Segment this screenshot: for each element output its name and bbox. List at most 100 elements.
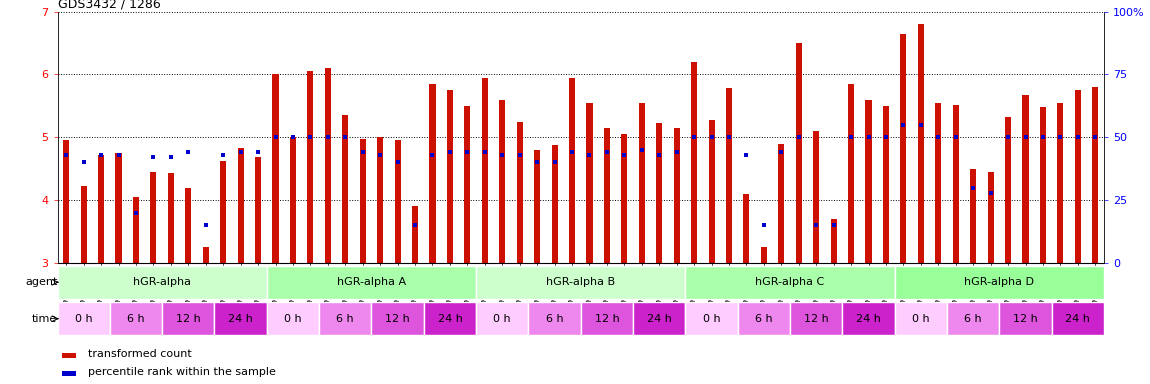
- Bar: [988, 172, 994, 263]
- Bar: [528, 302, 581, 335]
- Bar: [324, 68, 331, 263]
- Text: 12 h: 12 h: [176, 314, 201, 324]
- Bar: [1092, 87, 1098, 263]
- Bar: [900, 33, 906, 263]
- Text: 0 h: 0 h: [912, 314, 929, 324]
- Bar: [58, 266, 267, 299]
- Bar: [685, 266, 895, 299]
- Bar: [62, 353, 76, 358]
- Bar: [1075, 90, 1081, 263]
- Bar: [632, 302, 685, 335]
- Bar: [267, 302, 319, 335]
- Bar: [581, 302, 634, 335]
- Text: 0 h: 0 h: [703, 314, 720, 324]
- Bar: [238, 148, 244, 263]
- Text: 12 h: 12 h: [595, 314, 620, 324]
- Bar: [273, 74, 278, 263]
- Text: 6 h: 6 h: [546, 314, 564, 324]
- Bar: [343, 115, 348, 263]
- Text: 6 h: 6 h: [756, 314, 773, 324]
- Bar: [918, 24, 923, 263]
- Text: hGR-alpha C: hGR-alpha C: [756, 277, 825, 287]
- Bar: [895, 302, 948, 335]
- Bar: [1022, 94, 1028, 263]
- Text: agent: agent: [25, 277, 58, 287]
- Bar: [202, 247, 209, 263]
- Bar: [999, 302, 1051, 335]
- Text: hGR-alpha: hGR-alpha: [133, 277, 191, 287]
- Bar: [394, 141, 400, 263]
- Bar: [63, 141, 69, 263]
- Bar: [1005, 117, 1011, 263]
- Bar: [214, 302, 267, 335]
- Bar: [552, 145, 558, 263]
- Bar: [476, 302, 529, 335]
- Bar: [62, 371, 76, 376]
- Bar: [81, 186, 86, 263]
- Bar: [1040, 107, 1047, 263]
- Text: 12 h: 12 h: [385, 314, 411, 324]
- Bar: [971, 169, 976, 263]
- Bar: [743, 194, 750, 263]
- Text: 12 h: 12 h: [804, 314, 829, 324]
- Text: time: time: [32, 314, 58, 324]
- Bar: [360, 139, 366, 263]
- Text: 6 h: 6 h: [965, 314, 982, 324]
- Bar: [883, 106, 889, 263]
- Bar: [738, 302, 790, 335]
- Bar: [621, 134, 628, 263]
- Bar: [569, 78, 575, 263]
- Text: 24 h: 24 h: [228, 314, 253, 324]
- Bar: [447, 90, 453, 263]
- Bar: [866, 99, 872, 263]
- Bar: [499, 99, 505, 263]
- Bar: [796, 43, 802, 263]
- Bar: [726, 88, 733, 263]
- Bar: [290, 137, 296, 263]
- Bar: [151, 172, 156, 263]
- Bar: [534, 150, 540, 263]
- Text: hGR-alpha B: hGR-alpha B: [546, 277, 615, 287]
- Bar: [842, 302, 895, 335]
- Bar: [371, 302, 424, 335]
- Text: percentile rank within the sample: percentile rank within the sample: [89, 367, 276, 377]
- Bar: [516, 122, 523, 263]
- Bar: [412, 207, 419, 263]
- Text: 24 h: 24 h: [1065, 314, 1090, 324]
- Bar: [220, 161, 227, 263]
- Text: 24 h: 24 h: [856, 314, 881, 324]
- Bar: [185, 187, 191, 263]
- Bar: [320, 302, 371, 335]
- Text: 0 h: 0 h: [493, 314, 511, 324]
- Bar: [935, 103, 942, 263]
- Bar: [948, 302, 999, 335]
- Bar: [482, 78, 488, 263]
- Bar: [708, 120, 714, 263]
- Bar: [638, 103, 645, 263]
- Bar: [168, 173, 174, 263]
- Bar: [162, 302, 214, 335]
- Bar: [377, 137, 383, 263]
- Text: hGR-alpha A: hGR-alpha A: [337, 277, 406, 287]
- Bar: [586, 103, 592, 263]
- Bar: [58, 302, 110, 335]
- Bar: [848, 84, 854, 263]
- Bar: [1057, 103, 1064, 263]
- Bar: [476, 266, 685, 299]
- Bar: [895, 266, 1104, 299]
- Bar: [779, 144, 784, 263]
- Bar: [604, 128, 610, 263]
- Bar: [674, 128, 680, 263]
- Bar: [429, 84, 436, 263]
- Text: GDS3432 / 1286: GDS3432 / 1286: [58, 0, 160, 10]
- Bar: [761, 247, 767, 263]
- Bar: [465, 106, 470, 263]
- Text: 24 h: 24 h: [437, 314, 462, 324]
- Bar: [133, 197, 139, 263]
- Bar: [685, 302, 738, 335]
- Text: 6 h: 6 h: [337, 314, 354, 324]
- Bar: [952, 104, 959, 263]
- Text: transformed count: transformed count: [89, 349, 192, 359]
- Bar: [790, 302, 842, 335]
- Text: hGR-alpha D: hGR-alpha D: [965, 277, 1034, 287]
